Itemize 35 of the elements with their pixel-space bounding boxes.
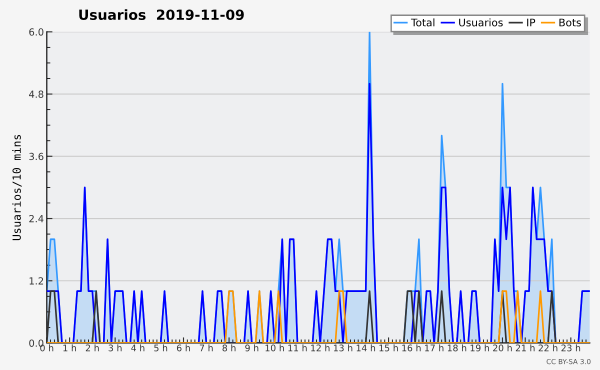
x-tick-label: 21 h (516, 344, 535, 352)
x-tick-label: 23 h (561, 344, 580, 352)
x-tick-label: 10 h (266, 344, 284, 352)
y-tick-label: 3.6 (29, 152, 44, 160)
x-tick-label: 12 h (311, 344, 330, 352)
x-tick-label: 14 h (356, 344, 376, 352)
x-tick-label: 17 h (425, 344, 444, 352)
x-tick-label: 16 h (402, 344, 421, 352)
y-tick-label: 4.8 (29, 90, 44, 98)
x-tick-label: 9 h (245, 344, 258, 352)
y-tick-label: 6.0 (29, 28, 44, 36)
x-tick-label: 15 h (380, 344, 398, 352)
legend-label: Bots (559, 18, 581, 26)
x-tick-label: 20 h (493, 344, 512, 352)
x-tick-label: 7 h (200, 344, 213, 352)
x-tick-label: 1 h (63, 344, 76, 352)
x-tick-label: 11 h (288, 344, 307, 352)
x-tick-label: 8 h (222, 344, 236, 352)
y-tick-label: 2.4 (29, 215, 44, 222)
legend-label: Usuarios (459, 18, 503, 26)
legend-label: Total (410, 18, 434, 26)
x-tick-label: 2 h (86, 344, 99, 352)
x-tick-label: 5 h (154, 344, 168, 352)
chart-title: Usuarios 2019-11-09 (79, 9, 244, 20)
y-tick-label: 1.2 (30, 277, 44, 284)
x-tick-label: 19 h (470, 344, 489, 352)
x-tick-label: 4 h (131, 344, 144, 352)
x-tick-label: 6 h (176, 344, 190, 352)
x-tick-label: 3 h (108, 344, 122, 352)
legend-label: IP (527, 18, 536, 26)
y-axis-title: Usuarios/10 mins (12, 134, 22, 240)
y-tick-label: 0.0 (29, 339, 44, 347)
x-tick-label: 13 h (334, 344, 352, 352)
x-tick-label: 18 h (448, 344, 466, 352)
x-tick-label: 22 h (538, 344, 558, 352)
